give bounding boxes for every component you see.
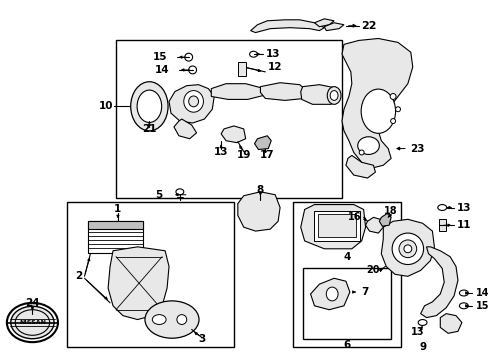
Bar — [88, 221, 142, 229]
Polygon shape — [345, 156, 375, 178]
Text: 9: 9 — [418, 342, 425, 352]
Ellipse shape — [326, 87, 340, 104]
Bar — [67, 202, 233, 347]
Ellipse shape — [361, 89, 395, 133]
Ellipse shape — [15, 310, 49, 335]
Text: 23: 23 — [409, 144, 424, 154]
Polygon shape — [169, 85, 214, 123]
Polygon shape — [300, 204, 365, 249]
Ellipse shape — [188, 96, 198, 107]
Bar — [292, 202, 400, 347]
Bar — [438, 219, 445, 231]
Text: 14: 14 — [475, 288, 488, 298]
Bar — [88, 221, 142, 253]
Text: 13: 13 — [265, 49, 280, 59]
Polygon shape — [324, 23, 343, 31]
Polygon shape — [341, 39, 412, 168]
Polygon shape — [439, 314, 461, 333]
Text: 20: 20 — [365, 265, 379, 275]
Text: NISSAN: NISSAN — [19, 320, 46, 325]
Ellipse shape — [437, 204, 446, 211]
Polygon shape — [260, 83, 306, 100]
Polygon shape — [254, 136, 271, 149]
Text: 2: 2 — [75, 271, 82, 281]
Polygon shape — [108, 247, 169, 320]
Polygon shape — [314, 19, 333, 27]
Ellipse shape — [325, 287, 337, 301]
Bar — [318, 215, 355, 237]
Polygon shape — [379, 213, 390, 226]
Bar — [237, 62, 245, 76]
Text: 7: 7 — [361, 287, 368, 297]
Text: 14: 14 — [154, 65, 169, 75]
Ellipse shape — [183, 91, 203, 112]
Ellipse shape — [403, 245, 411, 253]
Text: 1: 1 — [114, 204, 122, 215]
Bar — [314, 211, 359, 241]
Text: 13: 13 — [410, 327, 424, 337]
Bar — [116, 40, 341, 198]
Ellipse shape — [390, 118, 395, 123]
Ellipse shape — [176, 189, 183, 195]
Text: 15: 15 — [475, 301, 488, 311]
Polygon shape — [174, 119, 196, 139]
Text: 16: 16 — [347, 212, 361, 222]
Bar — [302, 269, 390, 339]
Text: 5: 5 — [155, 190, 162, 200]
Polygon shape — [250, 20, 324, 33]
Ellipse shape — [459, 290, 468, 296]
Text: 17: 17 — [260, 150, 274, 161]
Ellipse shape — [137, 90, 162, 122]
Ellipse shape — [398, 240, 416, 258]
Text: 8: 8 — [256, 185, 264, 195]
Ellipse shape — [130, 82, 168, 131]
Text: 18: 18 — [384, 206, 397, 216]
Ellipse shape — [357, 137, 379, 154]
Text: 21: 21 — [142, 124, 156, 134]
Ellipse shape — [7, 303, 58, 342]
Text: 3: 3 — [198, 334, 204, 344]
Ellipse shape — [395, 107, 400, 112]
Ellipse shape — [329, 91, 337, 100]
Ellipse shape — [391, 233, 423, 265]
Ellipse shape — [249, 51, 257, 57]
Text: 15: 15 — [152, 52, 167, 62]
Ellipse shape — [11, 306, 54, 339]
Ellipse shape — [184, 53, 192, 61]
Ellipse shape — [359, 150, 364, 155]
Ellipse shape — [144, 301, 199, 338]
Text: 6: 6 — [343, 340, 350, 350]
Text: 19: 19 — [236, 150, 250, 161]
Polygon shape — [310, 278, 349, 310]
Ellipse shape — [389, 94, 395, 99]
Text: 22: 22 — [360, 21, 376, 31]
Text: 24: 24 — [25, 298, 40, 308]
Text: 11: 11 — [456, 220, 470, 230]
Polygon shape — [300, 85, 335, 104]
Polygon shape — [237, 192, 280, 231]
Ellipse shape — [417, 320, 426, 325]
Polygon shape — [381, 219, 433, 276]
Ellipse shape — [152, 315, 166, 324]
Text: 12: 12 — [267, 62, 282, 72]
Text: 10: 10 — [99, 101, 113, 111]
Text: 13: 13 — [213, 148, 228, 157]
Ellipse shape — [177, 315, 186, 324]
Ellipse shape — [188, 66, 196, 74]
Text: 13: 13 — [456, 203, 470, 212]
Polygon shape — [365, 217, 383, 233]
Polygon shape — [221, 126, 245, 143]
Ellipse shape — [459, 303, 468, 309]
Text: 4: 4 — [343, 252, 350, 262]
Polygon shape — [211, 84, 263, 99]
Polygon shape — [420, 247, 457, 318]
